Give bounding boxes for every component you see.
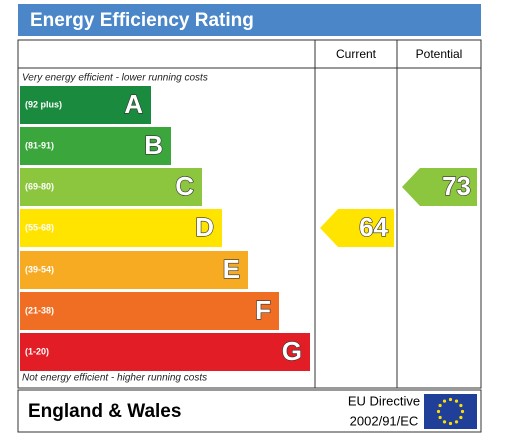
star bbox=[460, 409, 465, 414]
star bbox=[454, 420, 459, 424]
star bbox=[459, 403, 463, 408]
star bbox=[448, 421, 453, 426]
star bbox=[459, 415, 463, 420]
eu-stars bbox=[436, 397, 465, 426]
star bbox=[454, 399, 459, 403]
star bbox=[442, 420, 447, 424]
region: England & Wales bbox=[28, 401, 181, 422]
rating-arrow bbox=[402, 168, 477, 206]
directive: 2002/91/EC bbox=[350, 413, 419, 428]
band bbox=[20, 209, 222, 247]
band-letter: A bbox=[124, 89, 143, 119]
bottom-note: Not energy efficient - higher running co… bbox=[22, 373, 207, 384]
band-range: (81-91) bbox=[25, 140, 54, 150]
band-letter: F bbox=[255, 295, 271, 325]
band-letter: E bbox=[223, 254, 240, 284]
directive: EU Directive bbox=[348, 393, 420, 408]
band-range: (69-80) bbox=[25, 181, 54, 191]
band-range: (21-38) bbox=[25, 305, 54, 315]
frame bbox=[17, 39, 482, 389]
star bbox=[442, 399, 447, 403]
star bbox=[436, 409, 441, 414]
band bbox=[20, 292, 279, 330]
chart-title: Energy Efficiency Rating bbox=[30, 10, 254, 31]
top-note: Very energy efficient - lower running co… bbox=[22, 73, 208, 84]
title-bar bbox=[18, 4, 481, 36]
band bbox=[20, 127, 171, 165]
column-header: Current bbox=[336, 47, 377, 61]
band bbox=[20, 251, 248, 289]
band-letter: B bbox=[144, 130, 163, 160]
band-range: (55-68) bbox=[25, 222, 54, 232]
band-range: (92 plus) bbox=[25, 99, 62, 109]
rating-value: 73 bbox=[442, 171, 471, 201]
star bbox=[448, 397, 453, 402]
band-range: (39-54) bbox=[25, 264, 54, 274]
band-letter: C bbox=[175, 171, 194, 201]
star bbox=[438, 403, 442, 408]
band bbox=[20, 86, 151, 124]
rating-arrow bbox=[320, 209, 394, 247]
band bbox=[20, 333, 310, 371]
column-header: Potential bbox=[416, 47, 463, 61]
band-letter: D bbox=[195, 212, 214, 242]
band-letter: G bbox=[282, 336, 302, 366]
band-range: (1-20) bbox=[25, 346, 49, 356]
rating-value: 64 bbox=[359, 212, 388, 242]
footer-box bbox=[17, 389, 482, 433]
band bbox=[20, 168, 202, 206]
star bbox=[438, 415, 442, 420]
